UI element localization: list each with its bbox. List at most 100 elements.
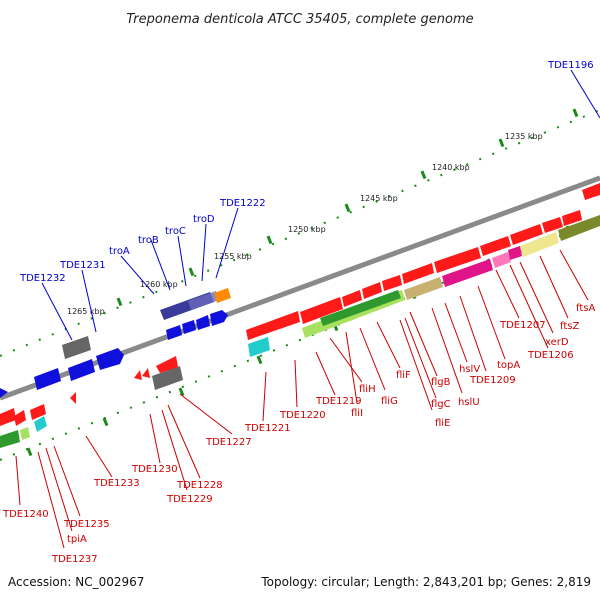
gene-TDE1228[interactable] [156,356,178,373]
gene-label[interactable]: hslV [459,364,480,375]
gene-TDE1233[interactable] [70,392,76,404]
gene-label[interactable]: fliE [435,418,450,429]
gene-label[interactable]: fliF [396,370,411,381]
major-tick [188,267,195,277]
gene-tpiA[interactable] [30,404,46,420]
gene-TDE1207[interactable] [404,277,443,300]
gene-TDE1231[interactable] [62,336,91,359]
gene-label[interactable]: flgC [431,399,451,410]
inner-gene-track [0,183,600,448]
gene-blue[interactable] [96,348,124,370]
gene-label[interactable]: ftsZ [560,321,579,332]
gene-label[interactable]: TDE1230 [131,464,178,475]
gene-label[interactable]: TDE1222 [219,198,266,209]
gene-flgB[interactable] [480,236,511,256]
gene-troC[interactable] [166,325,182,340]
gene-label[interactable]: TDE1233 [93,478,140,489]
gene-label[interactable]: TDE1231 [59,260,106,271]
gene-TDE1229[interactable] [134,370,142,380]
gene-label[interactable]: TDE1221 [244,423,291,434]
gene-flgC[interactable] [510,224,543,245]
gene-label[interactable]: ftsA [576,303,595,314]
kbp-label: 1255 kbp [214,252,252,261]
kbp-label: 1250 kbp [288,225,326,234]
major-tick [26,447,33,457]
gene-label[interactable]: flgB [431,377,451,388]
gene-TDE1235[interactable] [34,416,47,432]
gene-blue[interactable] [196,315,210,330]
gene-fliG[interactable] [402,263,434,284]
blue-labels: TDE1196 TDE1222 troD troC troB troA TDE1… [19,60,594,284]
gene-TDE1230[interactable] [142,368,150,378]
gene-olive[interactable] [558,215,600,241]
gene-label[interactable]: fliI [351,408,363,419]
gene-label[interactable]: TDE1237 [51,554,98,565]
gene-label[interactable]: TDE1209 [469,375,516,386]
major-tick [102,417,109,427]
outer-gene-track [0,288,231,398]
gene-ftsZ[interactable] [508,246,522,260]
accession-label: Accession: NC_002967 [8,575,144,589]
gene-fliE[interactable] [542,217,563,233]
gene-TDE1219[interactable] [342,290,362,307]
gene-label[interactable]: tpiA [67,534,87,545]
gene-topA[interactable] [320,290,401,326]
gene-fliI[interactable] [382,275,402,291]
gene-label[interactable]: TDE1232 [19,273,66,284]
major-tick [498,138,505,148]
kbp-scale: 1235 kbp 1240 kbp 1245 kbp 1250 kbp 1255… [67,132,543,316]
gene-hslU[interactable] [582,183,600,200]
gene-TDE1206[interactable] [442,259,493,287]
red-label-leaders [15,249,589,549]
gene-TDE1220[interactable] [300,297,343,324]
gene-fliH[interactable] [362,282,382,299]
gene-label[interactable]: topA [497,360,520,371]
major-tick [344,203,351,213]
gene-label[interactable]: fliH [359,384,376,395]
major-tick [178,387,185,397]
gene-label[interactable]: TDE1207 [499,320,546,331]
gene-label[interactable]: troD [193,214,215,225]
gene-label[interactable]: xerD [545,337,569,348]
gene-TDE1237[interactable] [14,410,26,426]
gene-label[interactable]: TDE1219 [315,396,362,407]
gene-label[interactable]: hslU [458,397,480,408]
gene-fliF[interactable] [434,247,481,273]
topology-label: Topology: circular; Length: 2,843,201 bp… [260,575,591,589]
blue-label-leaders [41,69,600,341]
major-tick [256,355,263,365]
gene-troD[interactable] [182,320,196,334]
gene-TDE1222[interactable] [214,288,231,303]
inner-tick-track [0,219,600,461]
gene-TDE1227[interactable] [152,366,183,390]
gene-label[interactable]: TDE1206 [527,350,574,361]
gene-label[interactable]: TDE1228 [176,480,223,491]
gene-label[interactable]: fliG [381,396,398,407]
gene-blue[interactable] [68,359,95,381]
gene-label[interactable]: TDE1196 [547,60,594,71]
gene-TDE1240[interactable] [0,408,16,426]
gene-troB[interactable] [188,291,219,310]
gene-TDE1221[interactable] [246,311,300,340]
gene-label[interactable]: TDE1235 [63,519,110,530]
gene-ftsA[interactable] [520,232,559,257]
gene-label[interactable]: TDE1220 [279,410,326,421]
kbp-label: 1260 kbp [140,280,178,289]
major-tick [116,297,123,307]
gene-xerD[interactable] [492,252,511,268]
gene-label[interactable]: TDE1240 [2,509,49,520]
gene-hslV[interactable] [562,210,582,226]
gene-green[interactable] [0,430,20,448]
gene-label[interactable]: troB [138,235,159,246]
gene-label[interactable]: troA [109,246,130,257]
gene-TDE1232[interactable] [34,368,61,390]
major-tick [572,108,579,118]
gene-blue[interactable] [0,388,8,398]
gene-cyan[interactable] [248,337,270,357]
gene-label[interactable]: TDE1229 [166,494,213,505]
gene-blue[interactable] [210,310,228,326]
gene-label[interactable]: troC [165,226,186,237]
gene-label[interactable]: TDE1227 [205,437,252,448]
gene-lime[interactable] [20,427,30,440]
